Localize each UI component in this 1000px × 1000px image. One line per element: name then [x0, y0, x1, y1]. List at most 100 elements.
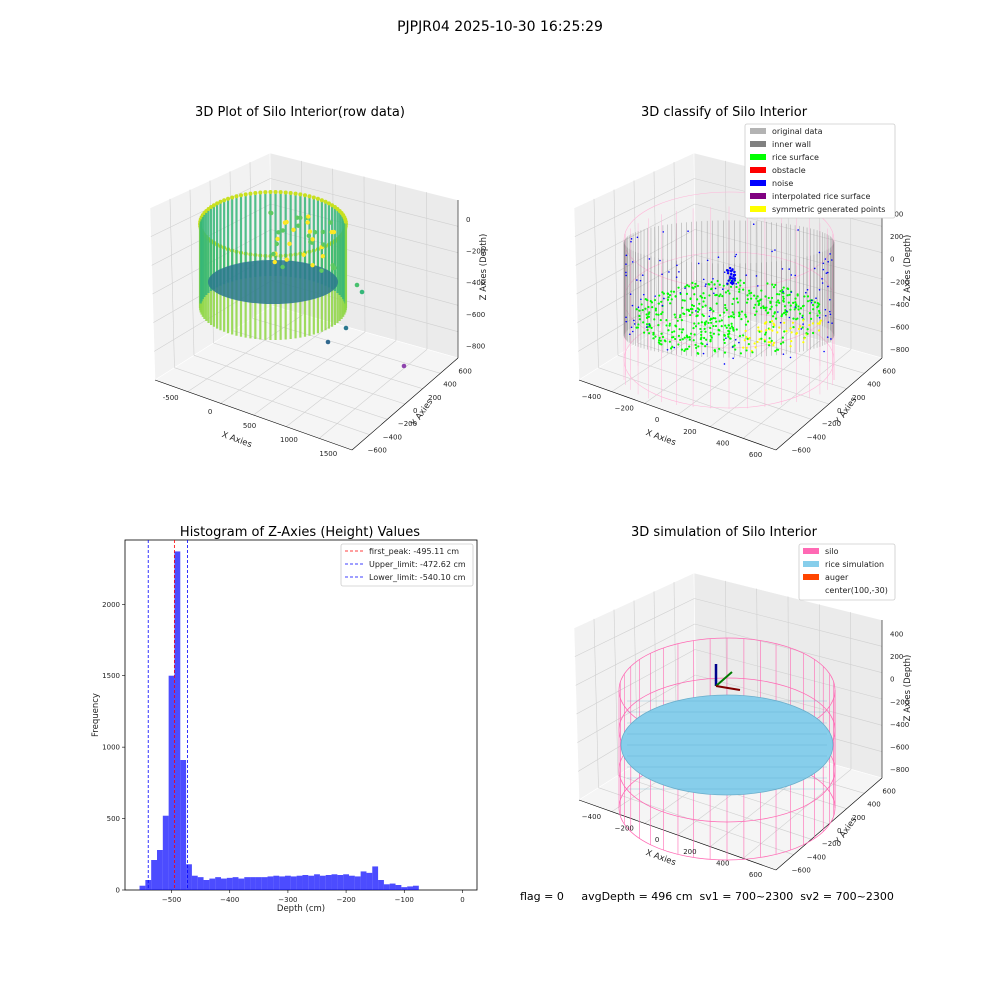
noise-point	[831, 322, 833, 324]
grid-line	[695, 280, 883, 332]
histogram-bar	[366, 872, 373, 890]
rice-surface-point	[674, 316, 677, 319]
rice-surface-point	[708, 294, 711, 297]
rice-surface-point	[808, 312, 812, 315]
noise-point	[821, 277, 823, 280]
rice-surface-point	[729, 327, 732, 330]
rice-surface-point	[704, 345, 707, 348]
rice-surface-point	[660, 343, 663, 346]
noise-point	[734, 255, 737, 258]
rice-surface-point	[775, 301, 778, 304]
histogram-bar	[238, 878, 245, 890]
rice-surface-point	[770, 296, 774, 300]
rice-surface-point	[788, 293, 791, 296]
rice-surface-point	[767, 341, 770, 344]
legend-label: auger	[825, 573, 849, 582]
noise-point	[779, 321, 782, 324]
wall-top-point	[293, 191, 298, 196]
rice-surface-point	[782, 297, 785, 300]
noise-point	[697, 262, 700, 265]
rice-surface-point	[709, 326, 712, 330]
sim-x-tick: −400	[582, 813, 601, 821]
rice-surface-point	[718, 314, 722, 317]
obstacle-point	[320, 229, 326, 235]
noise-point	[801, 316, 803, 319]
x-axis-line	[578, 379, 777, 451]
rice-surface-point	[691, 303, 694, 307]
histogram-bar	[221, 878, 227, 890]
noise-point	[723, 271, 726, 274]
rice-surface-point	[638, 314, 641, 318]
rice-surface-point	[665, 324, 668, 327]
rice-surface-point	[688, 338, 691, 341]
histogram-bar	[168, 675, 175, 890]
wall-top-point	[258, 190, 263, 195]
noise-point	[734, 338, 737, 341]
rice-surface-point	[654, 335, 657, 338]
rice-surface-point	[701, 313, 704, 316]
rice-surface-point	[679, 314, 682, 317]
rice-surface-point	[657, 302, 660, 305]
histogram-bar	[197, 877, 204, 890]
rice-surface-point	[688, 335, 691, 339]
rice-surface-point	[784, 313, 788, 316]
cls-x-tick: 400	[716, 440, 729, 448]
rice-surface-point	[720, 319, 723, 322]
rice-surface-point	[694, 343, 697, 346]
histogram-bar	[308, 875, 315, 890]
rice-surface-point	[723, 351, 727, 354]
rice-surface-point	[742, 281, 746, 285]
noise-point	[726, 271, 730, 275]
rice-surface-point	[756, 340, 759, 344]
obstacle-point	[275, 236, 280, 242]
noise-point	[810, 299, 813, 302]
rice-surface-point	[710, 281, 713, 284]
noise-point	[625, 254, 628, 257]
sim-z-tick: −200	[890, 698, 909, 706]
noise-point	[731, 346, 734, 348]
rice-surface-point	[694, 325, 698, 328]
rice-surface-point	[731, 311, 734, 314]
rice-surface-point	[757, 300, 760, 303]
histogram-title: Histogram of Z-Axies (Height) Values	[180, 525, 420, 540]
simulation-axis-ticks: −400−20002004006006004002000−200−400−600…	[582, 631, 909, 880]
raw-x-tick: 1000	[280, 436, 298, 444]
histogram-bar	[354, 876, 361, 890]
rice-surface-point	[709, 306, 712, 310]
histogram-bar	[360, 871, 367, 890]
histogram-bar	[162, 815, 169, 890]
rice-surface-point	[764, 295, 767, 298]
rice-surface-point	[715, 320, 718, 323]
noise-point	[794, 274, 797, 277]
noise-point	[726, 282, 729, 285]
rice-surface-point	[760, 289, 763, 292]
obstacle-point	[310, 263, 315, 268]
wall-top-point	[283, 190, 288, 195]
rice-surface-point	[744, 329, 747, 332]
outlier-point	[325, 339, 331, 345]
histogram-bar	[407, 886, 413, 890]
sim-z-tick: −400	[890, 721, 909, 729]
cls-y-tick: 600	[882, 368, 895, 376]
rice-surface-point	[768, 337, 771, 340]
cls-y-tick: −400	[807, 433, 826, 441]
noise-point	[663, 297, 665, 300]
histogram-bar	[273, 875, 280, 890]
rice-surface-point	[802, 319, 805, 322]
rice-surface-point	[744, 323, 748, 326]
rice-surface-point	[695, 346, 698, 349]
histogram-reference-lines	[147, 540, 188, 890]
rice-surface-point	[769, 301, 772, 304]
wall-top-point	[307, 194, 312, 199]
noise-point	[732, 273, 736, 277]
y-axis-line	[775, 357, 883, 451]
rice-surface-point	[754, 313, 757, 317]
raw-y-tick: 0	[413, 407, 417, 415]
noise-point	[702, 352, 705, 355]
rice-surface-point	[802, 304, 805, 307]
wall-top-point	[248, 191, 253, 196]
obstacle-point	[312, 230, 318, 235]
histogram-bar	[232, 877, 239, 890]
rice-surface-point	[737, 311, 741, 314]
rice-surface-point	[758, 338, 761, 341]
